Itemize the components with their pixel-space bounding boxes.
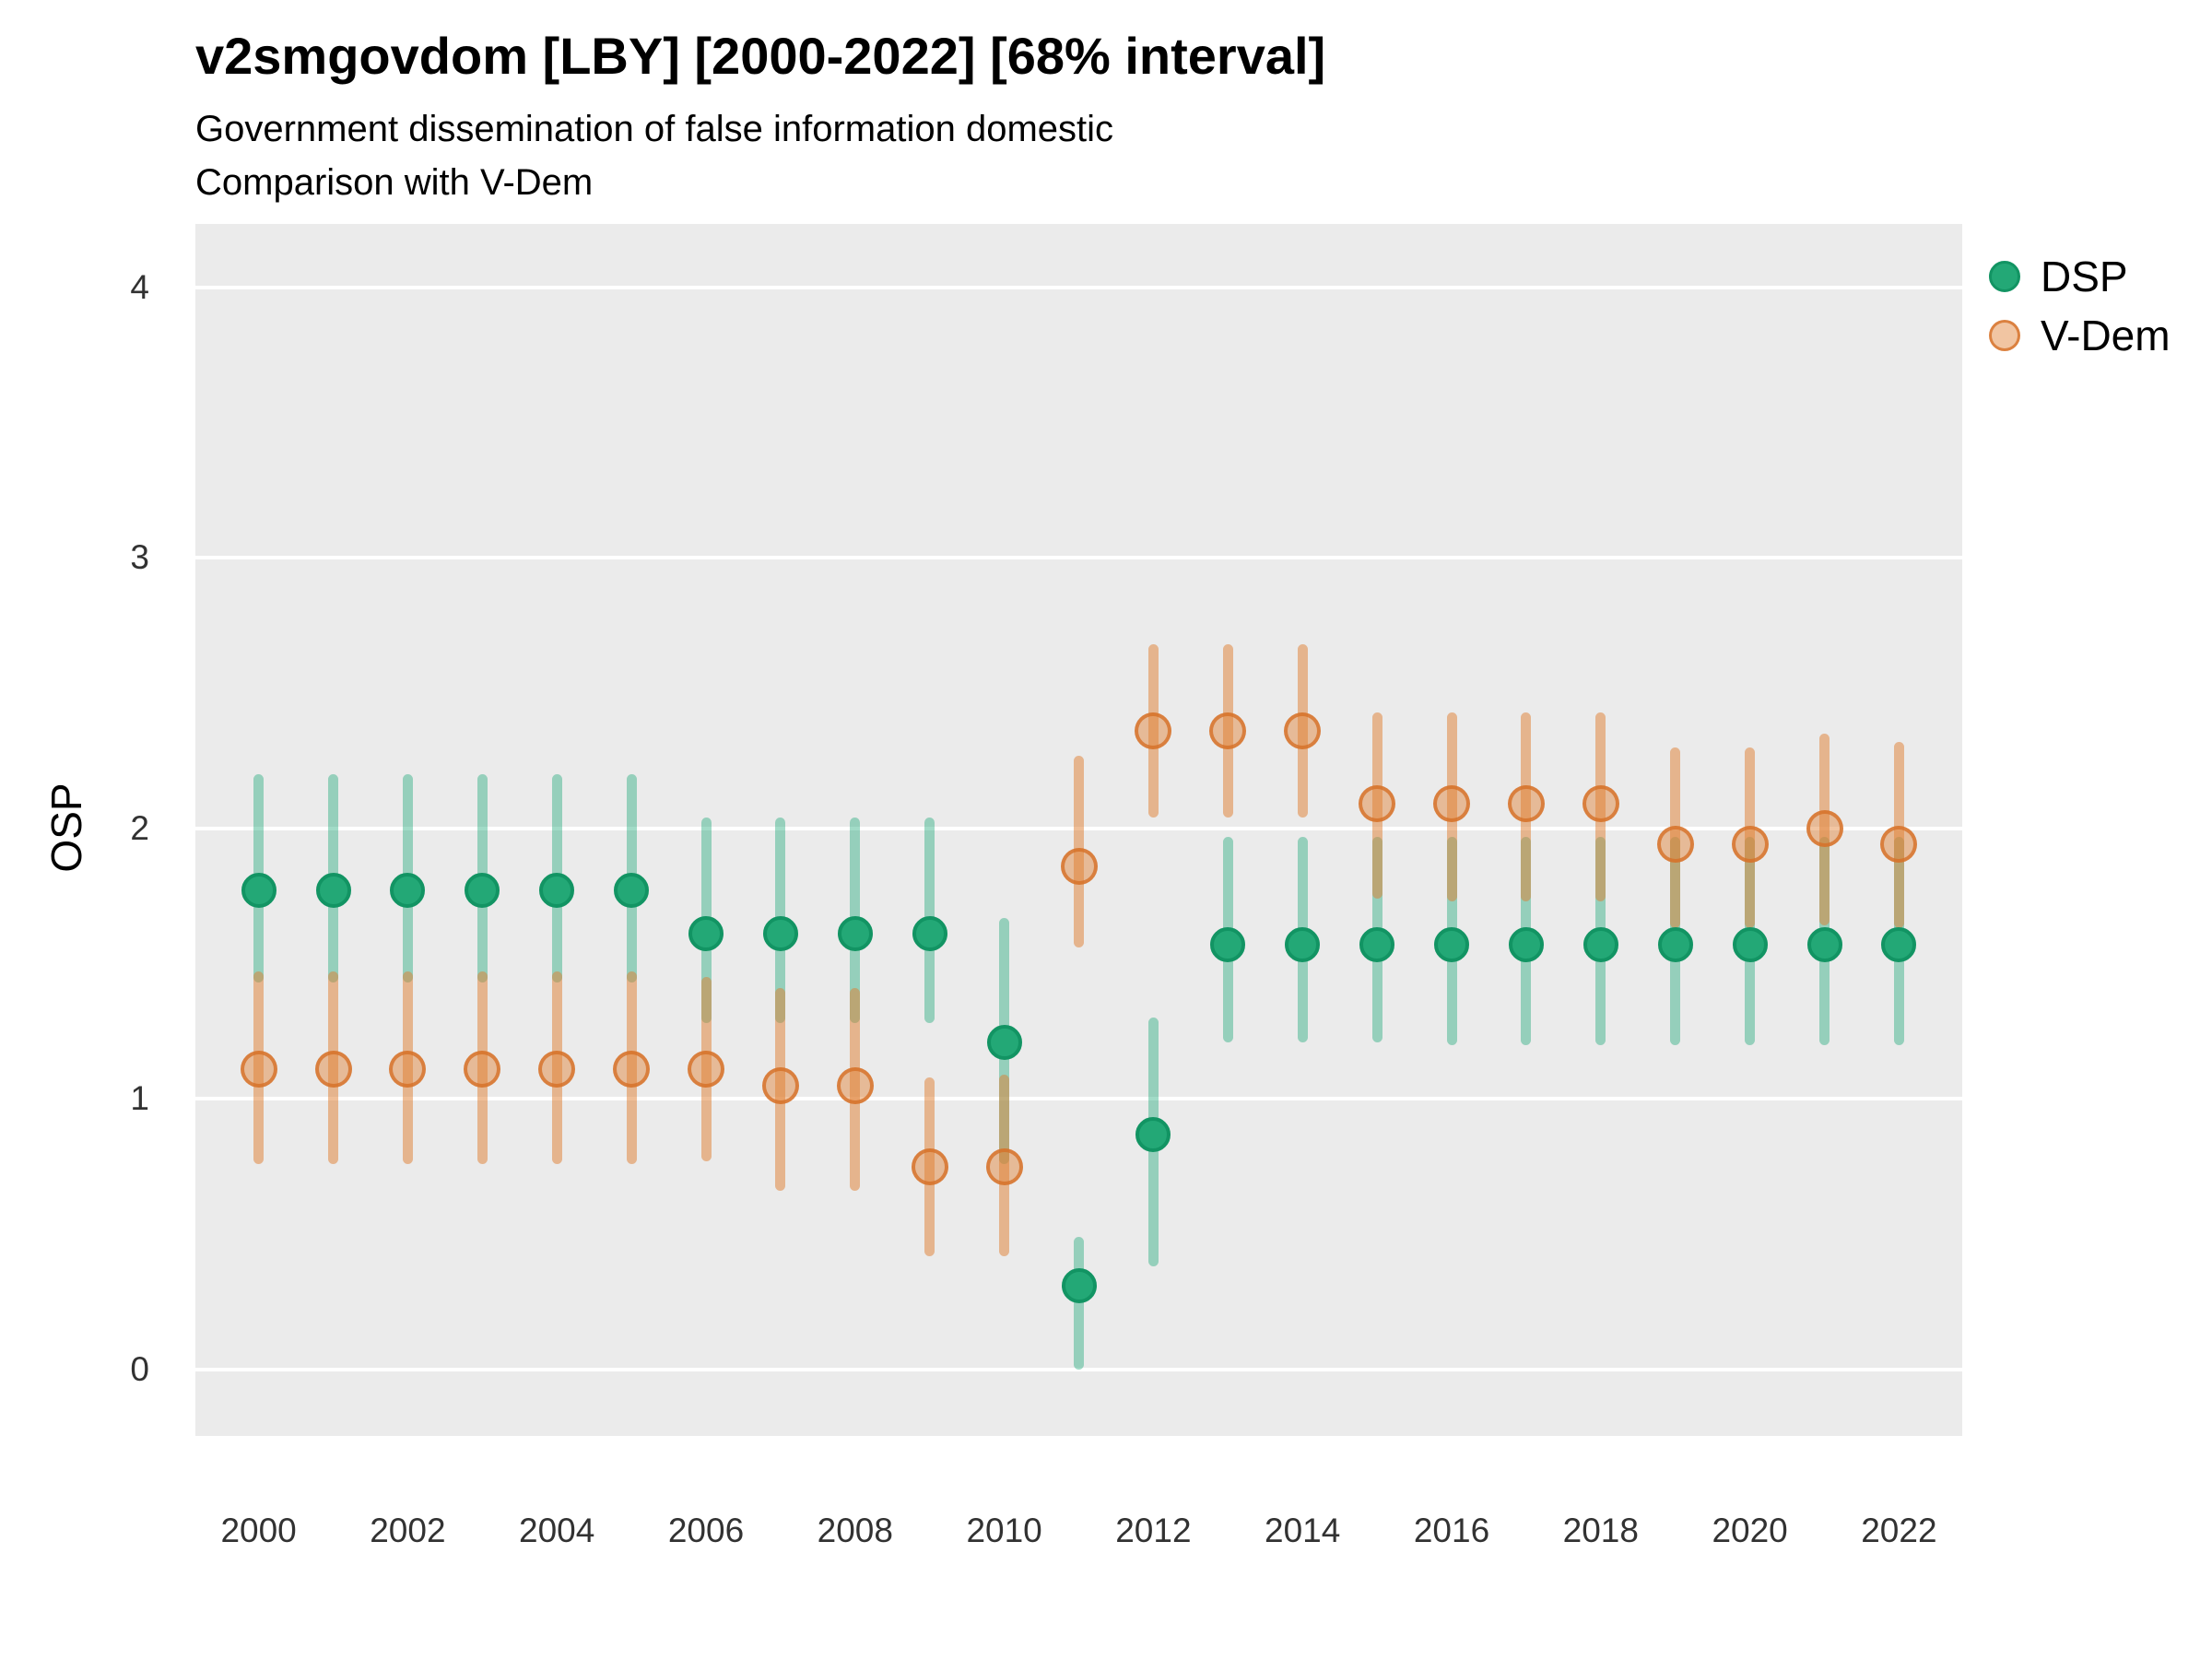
vdem-point-2008 — [836, 1066, 874, 1104]
x-tick-label-2002: 2002 — [370, 1512, 446, 1549]
gridline-y-4 — [195, 285, 1962, 289]
dsp-point-2007 — [762, 916, 798, 952]
x-tick-label-2022: 2022 — [1861, 1512, 1937, 1549]
dsp-point-2009 — [912, 916, 947, 952]
legend-marker-vdem-icon — [1989, 320, 2020, 351]
dsp-point-2001 — [315, 873, 351, 909]
x-tick-label-2014: 2014 — [1265, 1512, 1341, 1549]
chart-subtitle-line2: Comparison with V-Dem — [195, 162, 594, 203]
y-tick-label-0: 0 — [130, 1350, 149, 1388]
vdem-point-2000 — [240, 1051, 277, 1088]
vdem-point-2010 — [985, 1147, 1023, 1185]
vdem-point-2014 — [1284, 712, 1322, 750]
dsp-point-2012 — [1135, 1116, 1171, 1152]
legend-label-dsp: DSP — [2041, 253, 2128, 300]
legend: DSP V-Dem — [1989, 247, 2171, 365]
vdem-point-2009 — [911, 1147, 948, 1185]
gridline-y-0 — [195, 1368, 1962, 1371]
x-tick-label-2018: 2018 — [1562, 1512, 1639, 1549]
vdem-point-2022 — [1880, 826, 1918, 864]
dsp-interval-bar-2011 — [1074, 1237, 1084, 1370]
vdem-point-2018 — [1582, 785, 1619, 823]
dsp-point-2006 — [688, 916, 724, 952]
y-tick-label-2: 2 — [130, 808, 149, 847]
dsp-point-2004 — [539, 873, 575, 909]
dsp-point-2015 — [1359, 927, 1395, 963]
legend-item-vdem: V-Dem — [1989, 306, 2171, 365]
y-tick-label-1: 1 — [130, 1079, 149, 1118]
vdem-point-2019 — [1656, 826, 1694, 864]
dsp-point-2002 — [390, 873, 426, 909]
gridline-y-1 — [195, 1097, 1962, 1101]
legend-item-dsp: DSP — [1989, 247, 2171, 306]
dsp-point-2005 — [614, 873, 650, 909]
x-tick-label-2006: 2006 — [667, 1512, 745, 1549]
vdem-point-2003 — [464, 1051, 501, 1088]
vdem-point-2004 — [538, 1051, 576, 1088]
dsp-point-2018 — [1583, 927, 1618, 963]
gridline-y-3 — [195, 556, 1962, 560]
dsp-point-2016 — [1434, 927, 1469, 963]
y-tick-label-4: 4 — [130, 267, 149, 306]
vdem-point-2012 — [1135, 712, 1172, 750]
dsp-point-2019 — [1657, 927, 1693, 963]
dsp-point-2011 — [1061, 1267, 1097, 1303]
y-tick-label-3: 3 — [130, 538, 149, 577]
plot-panel — [195, 224, 1962, 1436]
vdem-point-2001 — [314, 1051, 352, 1088]
dsp-point-2022 — [1881, 927, 1917, 963]
dsp-point-2021 — [1806, 927, 1842, 963]
legend-label-vdem: V-Dem — [2041, 312, 2171, 359]
dsp-point-2020 — [1732, 927, 1768, 963]
dsp-point-2003 — [465, 873, 500, 909]
x-tick-label-2000: 2000 — [220, 1512, 297, 1549]
vdem-point-2013 — [1209, 712, 1247, 750]
vdem-point-2016 — [1433, 785, 1470, 823]
legend-marker-dsp-icon — [1989, 261, 2020, 292]
vdem-point-2007 — [761, 1066, 799, 1104]
dsp-point-2010 — [986, 1024, 1022, 1060]
dsp-point-2000 — [241, 873, 276, 909]
chart-title: v2smgovdom [LBY] [2000-2022] [68% interv… — [195, 27, 1326, 85]
vdem-point-2017 — [1507, 785, 1545, 823]
vdem-point-2011 — [1060, 847, 1098, 885]
vdem-point-2021 — [1806, 809, 1843, 847]
dsp-point-2017 — [1508, 927, 1544, 963]
chart-subtitle: Government dissemination of false inform… — [195, 109, 1114, 149]
x-tick-label-2010: 2010 — [966, 1512, 1042, 1549]
dsp-point-2013 — [1210, 927, 1246, 963]
dsp-point-2014 — [1285, 927, 1321, 963]
x-tick-label-2004: 2004 — [519, 1512, 595, 1549]
x-tick-label-2012: 2012 — [1115, 1512, 1192, 1549]
vdem-point-2015 — [1359, 785, 1396, 823]
x-tick-label-2008: 2008 — [817, 1512, 893, 1549]
vdem-point-2005 — [613, 1051, 651, 1088]
vdem-point-2020 — [1731, 826, 1769, 864]
x-tick-label-2020: 2020 — [1712, 1512, 1788, 1549]
vdem-point-2002 — [389, 1051, 427, 1088]
x-tick-label-2016: 2016 — [1413, 1512, 1490, 1549]
vdem-point-2006 — [688, 1051, 724, 1088]
dsp-point-2008 — [837, 916, 873, 952]
